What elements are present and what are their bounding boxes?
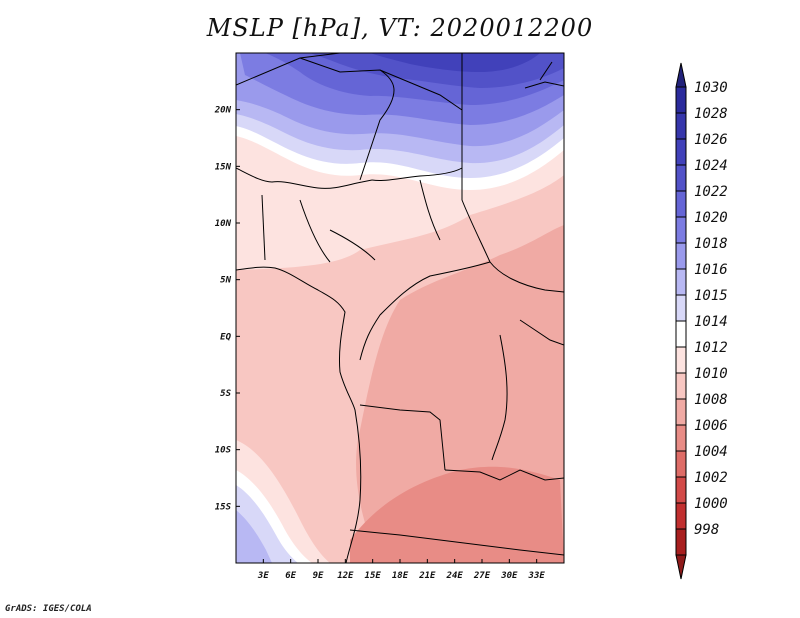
y-tick-label: 5S (220, 389, 231, 399)
colorbar-label: 1030 (694, 80, 728, 96)
x-tick-label: 33E (528, 571, 546, 581)
colorbar-label: 1015 (694, 288, 728, 304)
colorbar-swatch (675, 164, 687, 192)
colorbar-label: 1028 (694, 106, 728, 122)
colorbar-swatch (675, 502, 687, 530)
colorbar: 1030 1028 1026 1024 1022 1020 1018 1016 1015 1014… (675, 62, 728, 580)
x-tick-label: 15E (365, 571, 382, 581)
colorbar-swatch (675, 476, 687, 504)
colorbar-swatch (675, 138, 687, 166)
colorbar-label: 1020 (694, 210, 728, 226)
y-tick-label: 10N (215, 219, 232, 229)
colorbar-label: 1014 (694, 314, 728, 330)
pressure-field (236, 53, 564, 563)
x-tick-label: 24E (446, 571, 464, 581)
x-tick-label: 27E (473, 571, 491, 581)
colorbar-swatch (675, 112, 687, 140)
x-axis: 3E 6E 9E 12E 15E 18E 21E 24E 27E 30E 33E (257, 559, 545, 581)
y-tick-label: 15N (215, 162, 232, 172)
colorbar-label: 1010 (694, 366, 728, 382)
colorbar-swatch (675, 424, 687, 452)
colorbar-top-arrow (675, 62, 687, 88)
x-tick-label: 3E (257, 571, 269, 581)
chart-title: MSLP [hPa], VT: 2020012200 (206, 14, 594, 42)
colorbar-label: 1006 (694, 418, 728, 434)
colorbar-label: 1002 (694, 470, 728, 486)
colorbar-label: 1008 (694, 392, 728, 408)
x-tick-label: 30E (500, 571, 518, 581)
colorbar-label: 998 (694, 522, 719, 538)
x-tick-label: 6E (285, 571, 296, 581)
x-tick-label: 9E (313, 571, 324, 581)
colorbar-label: 1026 (694, 132, 728, 148)
x-tick-label: 18E (392, 571, 409, 581)
colorbar-swatch (675, 346, 687, 374)
colorbar-swatch (675, 320, 687, 348)
colorbar-swatch (675, 398, 687, 426)
colorbar-swatch (675, 190, 687, 218)
colorbar-swatch (675, 242, 687, 270)
country-borders (236, 53, 564, 563)
colorbar-label: 1000 (694, 496, 728, 512)
y-tick-label: 20N (214, 106, 232, 116)
colorbar-label: 1022 (694, 184, 728, 200)
x-tick-label: 12E (337, 571, 354, 581)
colorbar-label: 1018 (694, 236, 728, 252)
colorbar-swatch (675, 528, 687, 556)
grads-credit: GrADS: IGES/COLA (5, 604, 92, 614)
colorbar-bottom-arrow (675, 554, 687, 580)
y-axis: 20N 15N 10N 5N EQ 5S 10S 15S (214, 106, 240, 512)
y-tick-label: 5N (220, 276, 231, 286)
colorbar-label: 1016 (694, 262, 728, 278)
y-tick-label: 15S (215, 502, 232, 512)
colorbar-swatch (675, 450, 687, 478)
colorbar-label: 1024 (694, 158, 728, 174)
colorbar-swatch (675, 268, 687, 296)
y-tick-label: 10S (215, 446, 232, 456)
y-tick-label: EQ (220, 332, 231, 342)
colorbar-swatch (675, 294, 687, 322)
colorbar-label: 1012 (694, 340, 728, 356)
colorbar-label: 1004 (694, 444, 728, 460)
x-tick-label: 21E (418, 571, 436, 581)
colorbar-swatch (675, 86, 687, 114)
colorbar-swatch (675, 216, 687, 244)
colorbar-swatch (675, 372, 687, 400)
